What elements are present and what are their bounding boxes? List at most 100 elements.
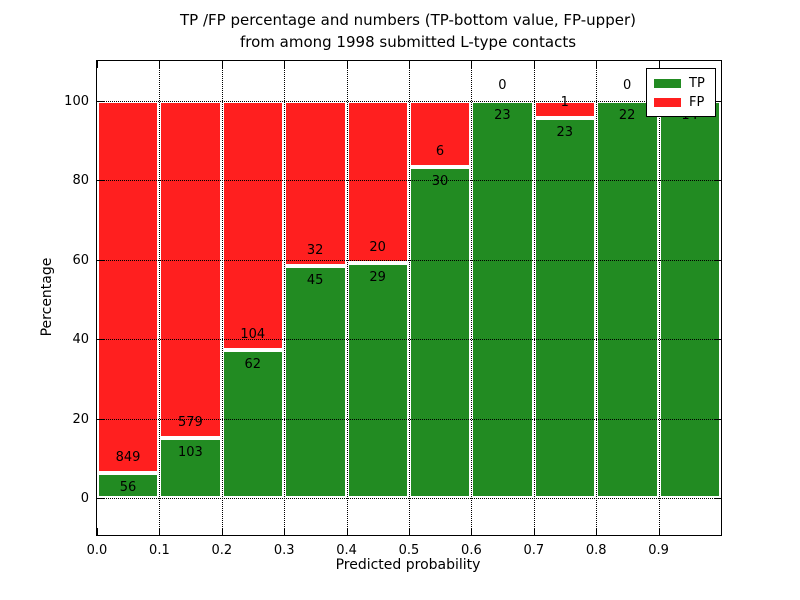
tp-bar-segment-0.3-0.4 [284, 265, 347, 498]
tp-count-label-0.8-0.9: 22 [618, 108, 636, 123]
chart-title: TP /FP percentage and numbers (TP-bottom… [96, 9, 720, 53]
y-tick-left-20 [97, 418, 104, 420]
x-tick-label-0.0: 0.0 [86, 543, 108, 558]
fp-count-label-0.0-0.1: 849 [115, 450, 141, 466]
tp-bar-segment-0.8-0.9 [596, 101, 659, 498]
legend-label-FP: FP [689, 95, 705, 110]
fp-count-label-0.8-0.9: 0 [623, 78, 632, 93]
gridline-v-0.3 [284, 61, 286, 535]
tp-count-label-0.7-0.8: 23 [556, 124, 574, 140]
fp-count-label-0.2-0.3: 104 [240, 326, 266, 342]
chart-title-line1: TP /FP percentage and numbers (TP-bottom… [180, 11, 636, 29]
x-tick-label-0.6: 0.6 [461, 543, 482, 558]
x-tick-bottom-0.4 [346, 528, 348, 535]
x-tick-label-0.4: 0.4 [336, 543, 357, 558]
x-tick-bottom-0.7 [533, 528, 535, 535]
fp-count-label-0.6-0.7: 0 [498, 78, 507, 93]
gridline-v-0.7 [533, 61, 535, 535]
legend-swatch-TP [654, 79, 681, 88]
x-tick-bottom-0.9 [658, 528, 660, 535]
x-tick-top-0.7 [533, 61, 535, 68]
tp-bar-segment-0.4-0.5 [346, 263, 409, 498]
x-tick-label-0.1: 0.1 [149, 543, 170, 558]
x-tick-top-0.0 [97, 61, 98, 68]
legend-entry-FP: FP [654, 93, 708, 112]
y-tick-left-80 [97, 180, 104, 182]
fp-bar-segment-0.3-0.4 [284, 101, 347, 266]
plot-area: TP FP 0.0 0.1 0.2 0.3 0.4 0.5 0.6 0.7 0.8 0.9 0 20 40… [64, 60, 722, 558]
tp-count-label-0.4-0.5: 29 [369, 270, 386, 286]
y-tick-right-20 [714, 418, 721, 420]
fp-bar-segment-0.0-0.1 [97, 101, 160, 474]
x-tick-label-0.3: 0.3 [273, 543, 295, 558]
tp-bar-segment-0.1-0.2 [159, 438, 222, 498]
legend-label-TP: TP [689, 76, 705, 91]
x-tick-top-0.5 [409, 61, 410, 68]
gridline-v-0.6 [471, 61, 473, 535]
gridline-v-0.2 [221, 61, 223, 535]
tp-bar-segment-0.9-1.0 [658, 101, 721, 498]
x-tick-top-0.1 [159, 61, 161, 68]
fp-bar-segment-0.4-0.5 [346, 101, 409, 264]
chart-title-line2: from among 1998 submitted L-type contact… [239, 33, 577, 51]
y-axis-label: Percentage [39, 257, 55, 337]
y-tick-label-60: 60 [72, 252, 89, 268]
tp-count-label-0.1-0.2: 103 [177, 445, 203, 461]
y-tick-right-100 [714, 101, 721, 102]
tp-count-label-0.6-0.7: 23 [494, 108, 511, 123]
fp-count-label-0.7-0.8: 1 [560, 94, 569, 110]
y-tick-label-0: 0 [80, 491, 89, 506]
y-tick-right-40 [714, 339, 721, 341]
fp-bar-segment-0.1-0.2 [159, 101, 222, 439]
y-tick-right-80 [714, 180, 721, 182]
x-tick-top-0.2 [221, 61, 223, 68]
y-tick-label-40: 40 [72, 332, 89, 348]
y-tick-label-80: 80 [72, 173, 89, 189]
x-tick-bottom-0.2 [221, 528, 223, 535]
x-tick-label-0.7: 0.7 [523, 543, 545, 558]
x-tick-bottom-0.8 [596, 528, 598, 535]
gridline-v-0.1 [159, 61, 161, 535]
tp-count-label-0.3-0.4: 45 [306, 272, 324, 288]
y-tick-label-20: 20 [72, 411, 89, 427]
x-tick-bottom-0.1 [159, 528, 161, 535]
y-tick-right-60 [714, 259, 721, 261]
gridline-v-0.9 [658, 61, 660, 535]
tp-bar-segment-0.6-0.7 [471, 101, 534, 498]
x-tick-top-0.8 [596, 61, 598, 68]
legend-entry-TP: TP [654, 74, 708, 93]
y-tick-left-60 [97, 259, 104, 261]
y-tick-left-0 [97, 498, 104, 499]
x-tick-bottom-0.3 [284, 528, 286, 535]
x-tick-bottom-0.0 [97, 528, 98, 535]
gridline-v-0.4 [346, 61, 348, 535]
x-tick-top-0.3 [284, 61, 286, 68]
x-tick-top-0.6 [471, 61, 473, 68]
fp-count-label-0.3-0.4: 32 [306, 242, 324, 258]
x-tick-top-0.4 [346, 61, 348, 68]
tp-bar-segment-0.2-0.3 [221, 349, 285, 498]
tp-bar-segment-0.0-0.1 [97, 473, 160, 498]
y-tick-left-40 [97, 339, 104, 341]
y-tick-label-100: 100 [64, 94, 89, 109]
gridline-v-0.8 [596, 61, 598, 535]
gridline-v-0.5 [409, 61, 410, 535]
x-tick-top-0.9 [658, 61, 660, 68]
legend-swatch-FP [654, 98, 681, 107]
x-tick-label-0.2: 0.2 [211, 543, 233, 558]
tp-count-label-0.2-0.3: 62 [244, 356, 262, 372]
x-axis-label: Predicted probability [335, 557, 481, 573]
x-tick-label-0.5: 0.5 [398, 543, 420, 558]
x-tick-label-0.9: 0.9 [648, 543, 669, 558]
y-tick-left-100 [97, 101, 104, 102]
x-tick-label-0.8: 0.8 [585, 543, 607, 558]
fp-bar-segment-0.5-0.6 [409, 101, 472, 168]
fp-count-label-0.4-0.5: 20 [369, 240, 386, 256]
tp-bar-segment-0.7-0.8 [533, 117, 597, 498]
tp-count-label-0.5-0.6: 30 [431, 174, 449, 190]
x-tick-bottom-0.5 [409, 528, 410, 535]
legend: TP FP [646, 68, 716, 117]
tp-bar-segment-0.5-0.6 [409, 167, 472, 498]
fp-count-label-0.1-0.2: 579 [177, 415, 203, 431]
x-tick-bottom-0.6 [471, 528, 473, 535]
